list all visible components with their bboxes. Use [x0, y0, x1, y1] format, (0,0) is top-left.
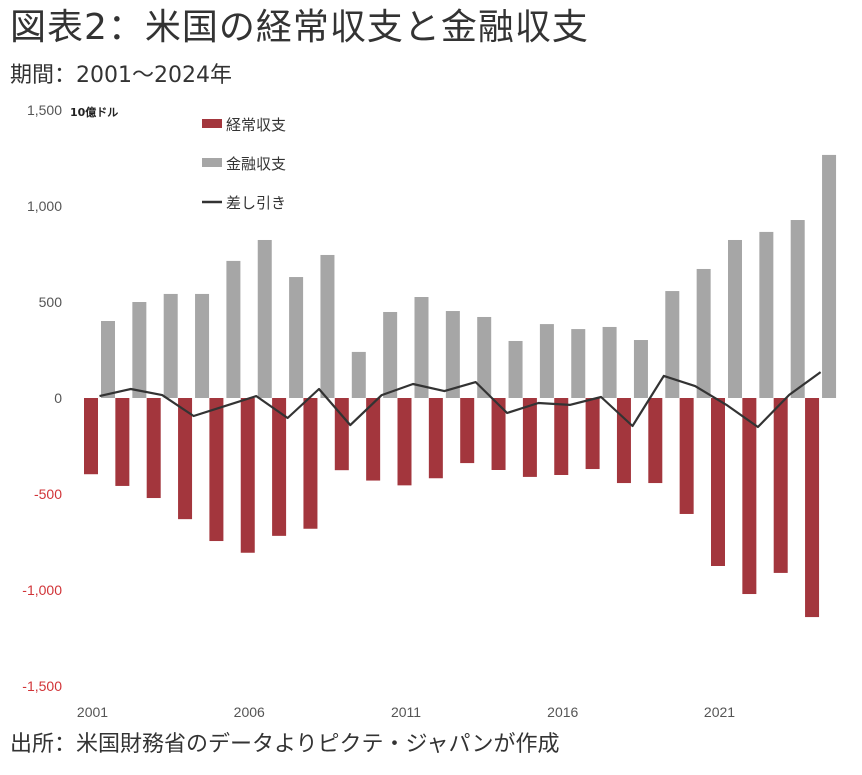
y-tick-label: 1,000: [27, 198, 62, 214]
current-account-bar-2014: [491, 398, 506, 470]
legend-swatch-current-account: [202, 119, 222, 128]
financial-account-bar-2020: [696, 268, 711, 398]
legend: 経常収支 金融収支 差し引き: [202, 116, 286, 212]
financial-account-bar-2007: [289, 277, 304, 398]
current-account-bar-2016: [554, 398, 569, 475]
current-account-bar-2008: [303, 398, 318, 529]
current-account-bar-2006: [240, 398, 255, 553]
financial-account-bar-2022: [759, 231, 774, 398]
legend-label-net-difference: 差し引き: [226, 194, 286, 212]
net-difference-line: [99, 371, 822, 429]
chart-title: 図表2：米国の経常収支と金融収支: [10, 7, 589, 48]
current-account-bar-2003: [146, 398, 161, 499]
x-axis: 2001 2006 2011 2016 2021: [77, 704, 735, 720]
x-tick-label: 2021: [704, 704, 735, 720]
financial-account-bar-2015: [539, 324, 554, 398]
x-tick-label: 2016: [547, 704, 578, 720]
current-account-bar-2001: [84, 398, 98, 475]
current-account-bar-2023: [773, 398, 788, 573]
legend-label-current-account: 経常収支: [226, 116, 286, 134]
source-note: 出所：米国財務省のデータよりピクテ・ジャパンが作成: [10, 732, 560, 757]
current-account-bar-2007: [272, 398, 287, 536]
financial-account-bar-2011: [414, 297, 429, 398]
current-account-bar-2009: [334, 398, 349, 471]
y-tick-label: -1,500: [22, 678, 62, 694]
x-tick-label: 2001: [77, 704, 108, 720]
y-tick-label: 1,500: [27, 102, 62, 118]
financial-account-bar-2017: [602, 326, 617, 398]
financial-account-bar-2006: [257, 239, 272, 398]
current-account-bar-2002: [115, 398, 130, 486]
current-account-bar-2021: [711, 398, 725, 566]
financial-account-bar-2018: [633, 340, 648, 398]
y-tick-label: -500: [34, 486, 62, 502]
financial-account-bar-2024: [822, 154, 837, 398]
current-account-bar-2005: [209, 398, 224, 542]
financial-account-bar-2009: [351, 351, 366, 398]
current-account-bar-2004: [178, 398, 193, 520]
y-tick-label: 0: [54, 390, 62, 406]
financial-account-bar-2002: [132, 302, 147, 398]
current-account-bar-2013: [460, 398, 475, 464]
legend-swatch-financial-account: [202, 158, 222, 167]
current-account-bar-2010: [366, 398, 381, 481]
current-account-bar-2011: [397, 398, 412, 486]
financial-account-bar-2008: [320, 254, 335, 398]
financial-account-bar-2013: [477, 316, 492, 398]
current-account-bar-2024: [805, 398, 820, 618]
x-tick-label: 2011: [391, 704, 421, 720]
financial-account-bar-2003: [163, 293, 178, 398]
current-account-bar-2017: [585, 398, 600, 470]
financial-account-bar-2019: [665, 291, 680, 398]
financial-account-bar-2010: [383, 311, 398, 398]
y-tick-label: -1,000: [22, 582, 62, 598]
current-account-bar-2020: [679, 398, 694, 514]
current-account-bar-2015: [522, 398, 537, 477]
financial-account-bar-2001: [101, 321, 115, 398]
chart-period-subtitle: 期間：2001～2024年: [10, 63, 232, 88]
financial-account-bar-2005: [226, 260, 241, 398]
financial-account-bar-2004: [195, 293, 210, 398]
current-account-bar-2018: [616, 398, 631, 484]
y-tick-label: 500: [39, 294, 63, 310]
x-tick-label: 2006: [234, 704, 265, 720]
financial-account-bar-2023: [790, 220, 805, 398]
financial-account-bar-2014: [508, 340, 523, 398]
net-difference-polyline: [99, 371, 822, 429]
unit-label: 10億ドル: [70, 105, 118, 119]
financial-account-bar-2021: [728, 239, 742, 398]
current-account-bars: [84, 398, 820, 618]
financial-account-bars: [101, 154, 837, 398]
current-account-bar-2012: [428, 398, 443, 479]
current-account-bar-2022: [742, 398, 757, 595]
financial-account-bar-2012: [445, 311, 460, 398]
y-axis: 1,500 1,000 500 0 -500 -1,000 -1,500: [22, 102, 62, 694]
financial-account-bar-2016: [571, 329, 586, 398]
current-account-bar-2019: [648, 398, 663, 484]
legend-label-financial-account: 金融収支: [226, 155, 286, 173]
